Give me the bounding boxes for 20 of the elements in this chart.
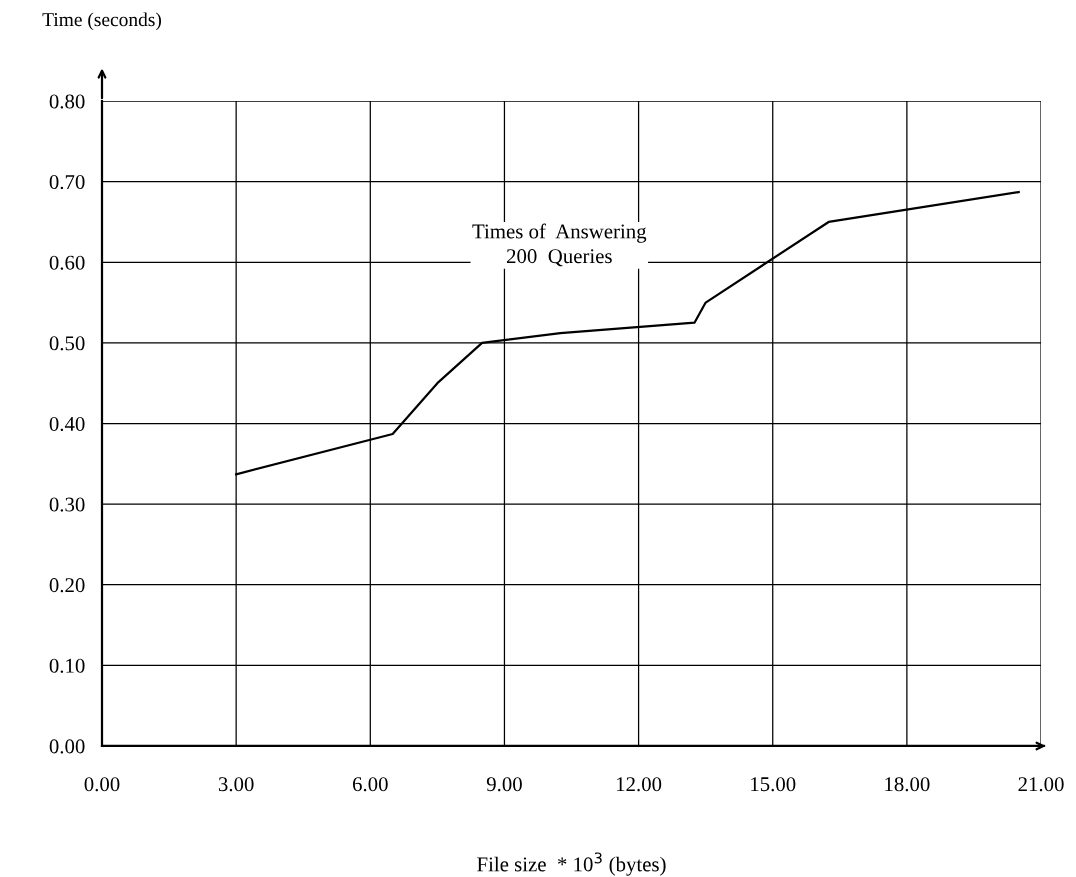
y-tick-label: 0.10 — [49, 658, 85, 673]
x-tick-label: 21.00 — [1018, 777, 1064, 792]
y-tick-label: 0.30 — [49, 497, 85, 512]
y-axis-title: Time (seconds) — [42, 12, 162, 31]
y-tick-label: 0.70 — [49, 175, 85, 190]
y-tick-label: 0.00 — [49, 739, 85, 754]
x-tick-label: 18.00 — [885, 777, 930, 792]
x-tick-label: 3.00 — [218, 777, 254, 792]
x-tick-label: 12.00 — [616, 777, 662, 792]
y-tick-label: 0.50 — [49, 336, 85, 351]
x-tick-label: 0.00 — [84, 777, 120, 792]
x-tick-label: 15.00 — [751, 777, 796, 792]
y-tick-label: 0.40 — [49, 416, 85, 432]
y-tick-label: 0.80 — [49, 94, 85, 109]
y-tick-label: 0.20 — [49, 578, 85, 593]
annotation: Times of Answering 200 Queries — [472, 223, 647, 267]
x-tick-label: 6.00 — [352, 777, 388, 792]
x-tick-label: 9.00 — [486, 777, 522, 792]
y-tick-label: 0.60 — [49, 255, 85, 270]
x-axis-title: File size * 10$^{3}$ (bytes) — [477, 852, 666, 876]
